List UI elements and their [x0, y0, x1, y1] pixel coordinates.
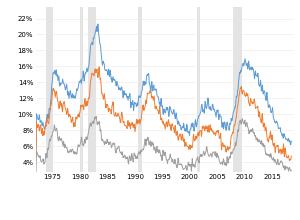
Bar — [88, 7, 96, 172]
Bar — [80, 7, 83, 172]
Bar — [46, 7, 53, 172]
Bar — [138, 7, 142, 172]
Bar — [233, 7, 242, 172]
Bar — [196, 7, 200, 172]
